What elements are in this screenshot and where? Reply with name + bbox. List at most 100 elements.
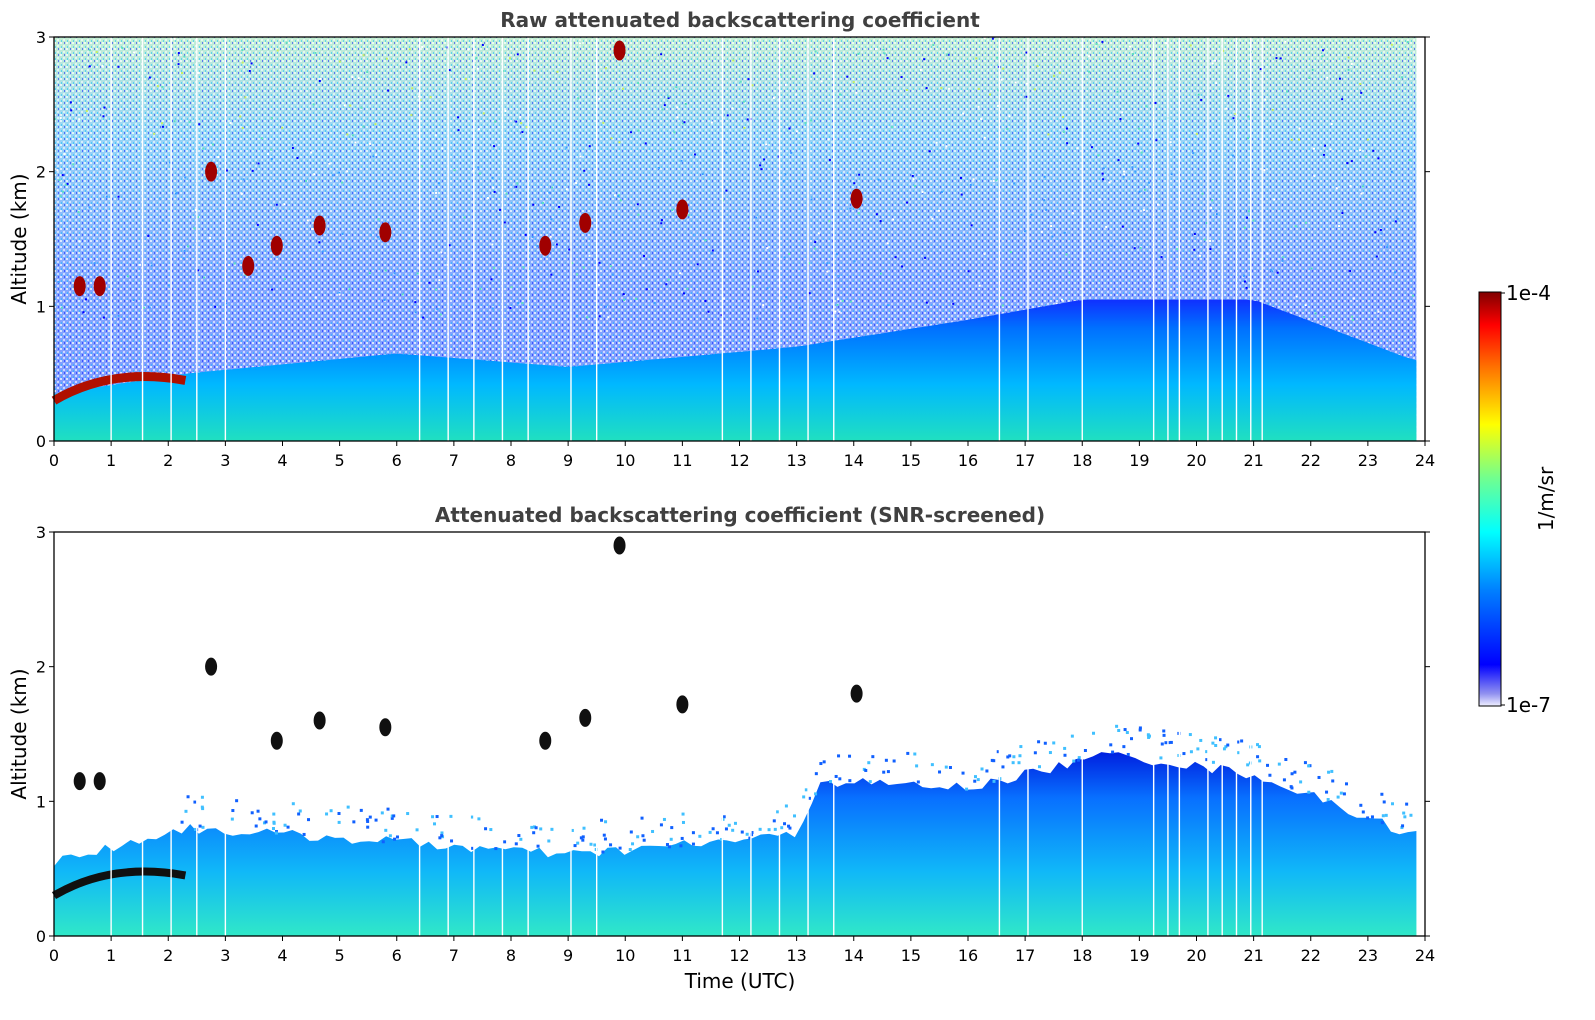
- x-tick-label: 8: [506, 946, 516, 965]
- speckle-point: [1341, 98, 1344, 101]
- speckle-point: [241, 126, 244, 129]
- speckle-point: [846, 75, 849, 78]
- edge-speckle: [1240, 739, 1244, 743]
- speckle-point: [877, 178, 880, 181]
- speckle-point: [636, 203, 639, 206]
- speckle-point: [1330, 123, 1333, 126]
- speckle-point: [441, 147, 444, 150]
- x-tick-label: 4: [277, 946, 287, 965]
- speckle-point: [1200, 99, 1203, 102]
- edge-speckle: [384, 828, 388, 832]
- speckle-point: [271, 288, 274, 291]
- speckle-point: [276, 49, 279, 52]
- edge-speckle: [1037, 765, 1041, 769]
- raw-backscatter-panel: Raw attenuated backscattering coefficien…: [7, 8, 1435, 470]
- speckle-point: [419, 99, 422, 102]
- speckle-point: [882, 48, 885, 51]
- edge-speckle: [600, 818, 604, 822]
- speckle-point: [679, 272, 682, 275]
- speckle-point: [457, 129, 460, 132]
- speckle-point: [747, 78, 750, 81]
- speckle-point: [1014, 81, 1017, 84]
- speckle-point: [541, 201, 544, 204]
- speckle-point: [828, 220, 831, 223]
- speckle-point: [575, 181, 578, 184]
- speckle-point: [197, 269, 200, 272]
- speckle-point: [77, 211, 80, 214]
- speckle-point: [377, 218, 380, 221]
- speckle-point: [997, 89, 1000, 92]
- speckle-point: [779, 73, 782, 76]
- speckle-point: [338, 293, 341, 296]
- speckle-point: [1013, 182, 1016, 185]
- edge-speckle: [930, 763, 934, 767]
- speckle-point: [1063, 231, 1066, 234]
- speckle-point: [935, 141, 938, 144]
- speckle-point: [795, 93, 798, 96]
- speckle-point: [1000, 78, 1003, 81]
- speckle-point: [305, 179, 308, 182]
- speckle-point: [921, 190, 924, 193]
- speckle-point: [962, 112, 965, 115]
- edge-speckle: [618, 846, 622, 850]
- speckle-point: [1271, 270, 1274, 273]
- edge-speckle: [1048, 751, 1052, 755]
- edge-speckle: [992, 759, 996, 763]
- speckle-point: [837, 298, 840, 301]
- speckle-point: [1138, 190, 1141, 193]
- edge-speckle: [471, 846, 475, 850]
- speckle-point: [604, 67, 607, 70]
- speckle-point: [1359, 203, 1362, 206]
- edge-speckle: [180, 820, 184, 824]
- speckle-point: [820, 80, 823, 83]
- speckle-point: [858, 173, 861, 176]
- edge-speckle: [783, 822, 787, 826]
- edge-speckle: [307, 818, 311, 822]
- speckle-point: [886, 304, 889, 307]
- speckle-point: [667, 278, 670, 281]
- speckle-point: [117, 314, 120, 317]
- speckle-point: [421, 165, 424, 168]
- edge-speckle: [628, 848, 632, 852]
- edge-speckle: [708, 830, 712, 834]
- speckle-point: [1133, 247, 1136, 250]
- edge-speckle: [272, 812, 276, 816]
- speckle-point: [515, 120, 518, 123]
- speckle-point: [556, 70, 559, 73]
- speckle-point: [850, 300, 853, 303]
- speckle-point: [1105, 225, 1108, 228]
- edge-speckle: [256, 809, 260, 813]
- edge-speckle: [1063, 746, 1067, 750]
- x-tick-label: 1: [106, 946, 116, 965]
- edge-speckle: [1138, 728, 1142, 732]
- edge-speckle: [973, 779, 977, 783]
- speckle-point: [814, 241, 817, 244]
- speckle-point: [826, 262, 829, 265]
- edge-speckle: [235, 799, 239, 803]
- edge-speckle: [1205, 758, 1209, 762]
- speckle-point: [637, 213, 640, 216]
- cloud-blob: [73, 772, 86, 791]
- speckle-point: [597, 284, 600, 287]
- edge-speckle: [868, 780, 872, 784]
- edge-speckle: [1330, 769, 1334, 773]
- speckle-point: [602, 121, 605, 124]
- edge-speckle: [393, 837, 397, 841]
- speckle-point: [1225, 107, 1228, 110]
- speckle-point: [521, 131, 524, 134]
- speckle-point: [1117, 159, 1120, 162]
- speckle-point: [1372, 149, 1375, 152]
- x-axis-label: Time (UTC): [684, 969, 796, 993]
- edge-speckle: [1092, 731, 1096, 735]
- speckle-point: [810, 119, 813, 122]
- speckle-point: [1371, 75, 1374, 78]
- edge-speckle: [366, 825, 370, 829]
- speckle-point: [549, 235, 552, 238]
- edge-speckle: [822, 760, 826, 764]
- speckle-point: [660, 53, 663, 56]
- edge-speckle: [274, 830, 278, 834]
- edge-speckle: [1236, 751, 1240, 755]
- edge-speckle: [882, 770, 886, 774]
- speckle-point: [875, 213, 878, 216]
- speckle-point: [1002, 67, 1005, 70]
